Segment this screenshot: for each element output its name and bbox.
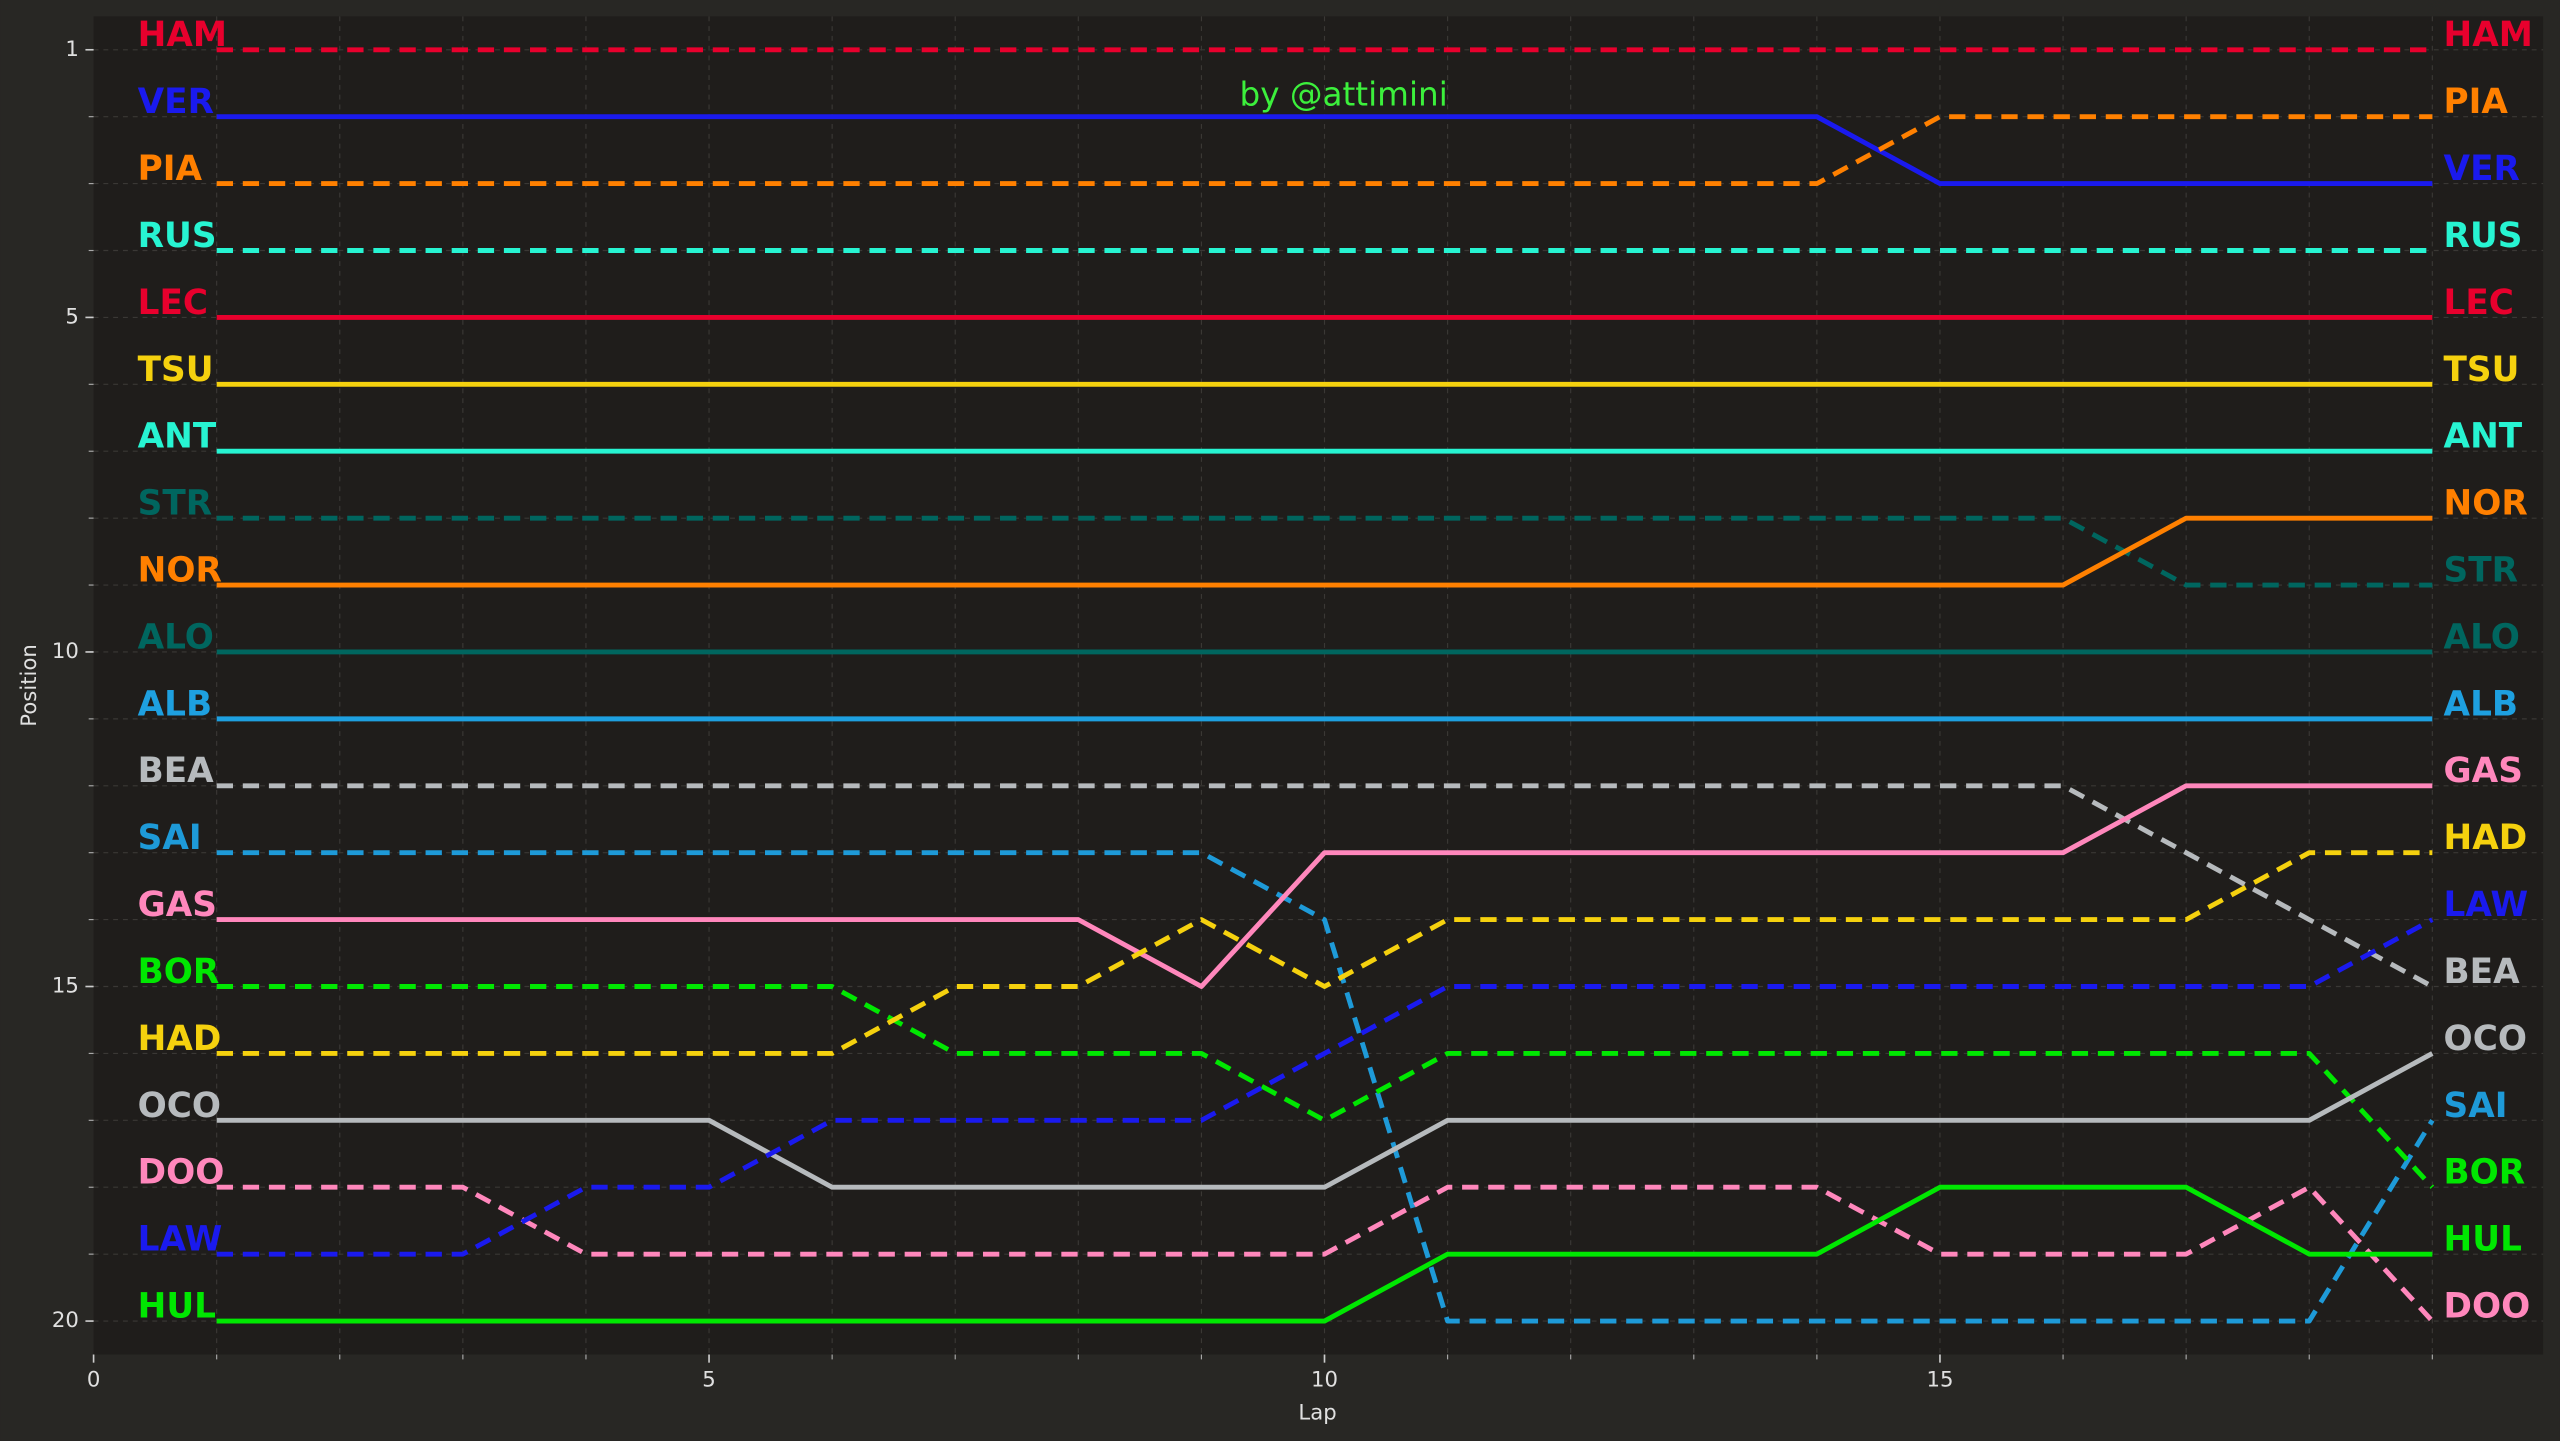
start-label: BOR	[138, 952, 220, 992]
end-label: OCO	[2444, 1019, 2527, 1059]
start-label: ALO	[138, 617, 214, 657]
end-label: HAD	[2444, 818, 2528, 858]
start-label: PIA	[138, 149, 203, 189]
series-line	[216, 1051, 2434, 1190]
start-label: STR	[138, 484, 212, 524]
end-label: SAI	[2444, 1086, 2508, 1126]
series-line	[216, 1184, 2435, 1323]
start-label: VER	[138, 82, 214, 122]
series-line	[216, 850, 2435, 1324]
start-label: BEA	[138, 751, 215, 791]
plot-area	[93, 16, 2544, 1355]
end-label: HUL	[2444, 1220, 2522, 1260]
series-line	[216, 783, 2433, 989]
start-label: SAI	[138, 818, 202, 858]
end-label: ALO	[2444, 617, 2520, 657]
end-label: TSU	[2444, 350, 2520, 390]
end-label: HAM	[2444, 15, 2533, 55]
end-label: NOR	[2444, 484, 2528, 524]
start-label: TSU	[138, 350, 214, 390]
series-line	[216, 114, 2433, 187]
end-label: ANT	[2444, 417, 2523, 457]
end-label: BEA	[2444, 952, 2521, 992]
start-label: LEC	[138, 283, 208, 323]
x-tick-label: 5	[702, 1368, 716, 1393]
start-label: OCO	[138, 1086, 221, 1126]
series-line	[216, 850, 2433, 1056]
end-label: ALB	[2444, 684, 2518, 724]
start-label: ALB	[138, 684, 212, 724]
start-label: HAD	[138, 1019, 222, 1059]
x-tick-label: 10	[1311, 1368, 1338, 1393]
end-label: VER	[2444, 149, 2520, 189]
series-line	[216, 515, 2433, 588]
x-axis-label: Lap	[1298, 1400, 1336, 1425]
start-label: DOO	[138, 1153, 225, 1193]
end-label: STR	[2444, 550, 2518, 590]
end-label: DOO	[2444, 1286, 2531, 1326]
start-label: NOR	[138, 550, 222, 590]
end-label: GAS	[2444, 751, 2523, 791]
start-label: ANT	[138, 417, 217, 457]
y-tick-label: 10	[52, 639, 79, 664]
y-tick-label: 1	[65, 37, 79, 62]
y-axis-label: Position	[17, 644, 42, 727]
start-label: HUL	[138, 1286, 216, 1326]
y-tick-label: 5	[65, 304, 79, 329]
end-label: PIA	[2444, 82, 2509, 122]
start-label: LAW	[138, 1220, 223, 1260]
series-line	[216, 515, 2433, 588]
start-label: HAM	[138, 15, 227, 55]
start-label: RUS	[138, 216, 217, 256]
series-line	[216, 917, 2434, 1257]
end-label: LEC	[2444, 283, 2514, 323]
series-line	[216, 984, 2435, 1189]
x-tick-label: 15	[1926, 1368, 1953, 1393]
annotation: by @attimini	[1240, 75, 1448, 113]
y-tick-label: 20	[52, 1308, 79, 1333]
series-line	[216, 783, 2434, 989]
y-tick-label: 15	[52, 974, 79, 999]
x-tick-label: 0	[87, 1368, 101, 1393]
end-label: BOR	[2444, 1153, 2526, 1193]
start-label: GAS	[138, 885, 217, 925]
series-line	[216, 114, 2433, 187]
end-label: RUS	[2444, 216, 2523, 256]
series-line	[216, 1184, 2433, 1324]
end-label: LAW	[2444, 885, 2529, 925]
